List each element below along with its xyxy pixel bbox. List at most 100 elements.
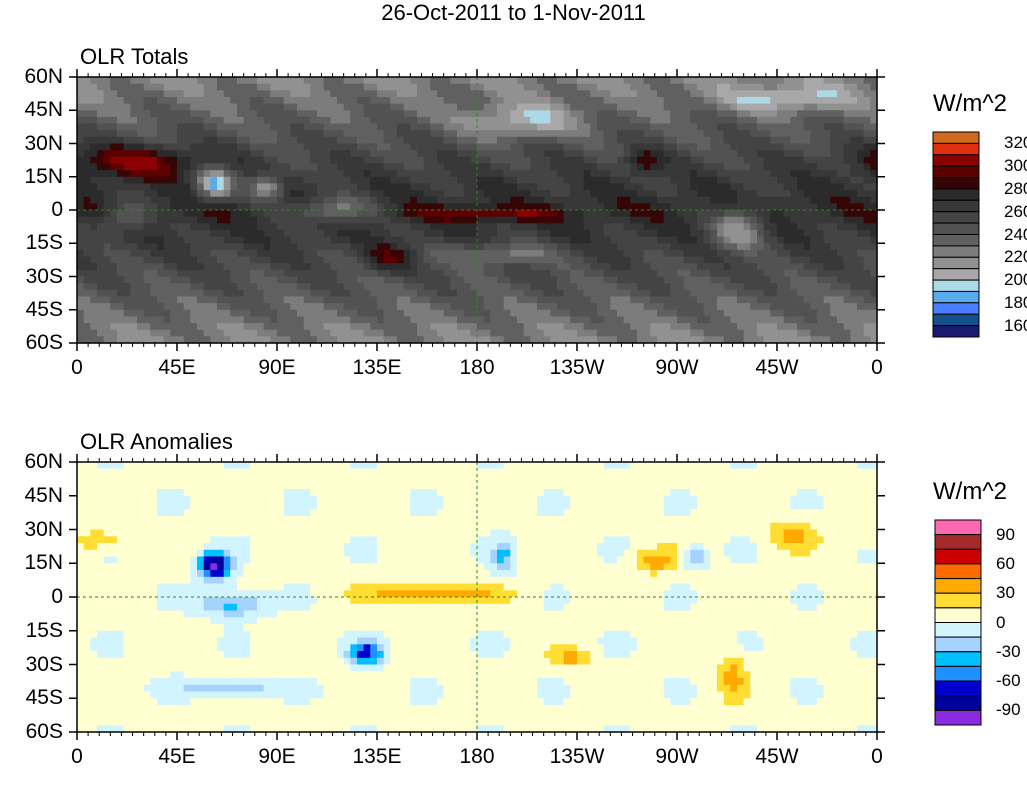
- field-cell: [717, 163, 725, 171]
- field-cell: [657, 269, 665, 278]
- field-cell: [423, 236, 431, 244]
- field-cell: [217, 170, 225, 178]
- field-cell: [177, 263, 185, 271]
- field-cell: [503, 103, 511, 111]
- field-cell: [777, 283, 785, 291]
- field-cell: [457, 296, 465, 304]
- field-cell: [357, 303, 365, 311]
- field-cell: [230, 329, 238, 337]
- field-cell: [737, 256, 745, 264]
- field-cell: [450, 329, 458, 337]
- field-cell: [203, 249, 211, 258]
- field-cell: [837, 156, 845, 165]
- field-cell: [537, 323, 545, 331]
- field-cell: [410, 276, 418, 284]
- field-cell: [650, 136, 658, 145]
- field-cell: [550, 276, 558, 284]
- field-cell: [503, 110, 511, 118]
- field-cell: [557, 323, 565, 331]
- field-cell: [490, 97, 498, 105]
- field-cell: [417, 170, 425, 178]
- field-cell: [303, 210, 311, 218]
- field-cell: [583, 296, 591, 304]
- field-cell: [590, 163, 598, 171]
- field-cell: [850, 156, 858, 165]
- field-cell: [257, 196, 265, 204]
- field-cell: [457, 203, 465, 211]
- field-cell: [77, 97, 85, 105]
- field-cell: [157, 210, 165, 218]
- field-cell: [290, 156, 298, 165]
- field-cell: [603, 136, 611, 145]
- field-cell: [383, 136, 391, 145]
- field-cell: [583, 130, 591, 138]
- field-cell: [390, 289, 398, 298]
- field-cell: [210, 309, 218, 318]
- field-cell: [870, 163, 878, 171]
- field-cell: [570, 303, 578, 311]
- field-cell: [317, 223, 325, 231]
- field-cell: [170, 269, 178, 278]
- field-cell: [390, 90, 398, 98]
- field-cell: [430, 170, 438, 178]
- field-cell: [797, 190, 805, 198]
- field-cell: [243, 269, 251, 278]
- field-cell: [83, 269, 91, 278]
- field-cell: [230, 316, 238, 324]
- field-cell: [343, 190, 351, 198]
- field-cell: [770, 203, 778, 211]
- field-cell: [470, 329, 478, 337]
- field-cell: [577, 156, 585, 165]
- field-cell: [237, 176, 245, 185]
- field-cell: [823, 90, 831, 98]
- field-cell: [543, 289, 551, 298]
- field-cell: [810, 103, 818, 111]
- field-cell: [463, 110, 471, 118]
- field-cell: [777, 276, 785, 284]
- field-cell: [410, 143, 418, 151]
- field-cell: [330, 256, 338, 264]
- field-cell: [537, 190, 545, 198]
- field-cell: [750, 123, 758, 131]
- field-cell: [603, 190, 611, 198]
- field-cell: [343, 249, 351, 258]
- field-cell: [650, 210, 658, 218]
- field-cell: [570, 316, 578, 324]
- field-cell: [370, 216, 378, 224]
- field-cell: [130, 223, 138, 231]
- field-cell: [690, 243, 698, 251]
- field-cell: [403, 289, 411, 298]
- field-cell: [723, 123, 731, 131]
- field-cell: [470, 196, 478, 204]
- field-cell: [283, 216, 291, 224]
- field-cell: [317, 210, 325, 218]
- field-cell: [530, 97, 538, 105]
- field-cell: [190, 296, 198, 304]
- field-cell: [237, 143, 245, 151]
- field-cell: [483, 116, 491, 125]
- field-cell: [790, 203, 798, 211]
- field-cell: [363, 143, 371, 151]
- field-cell: [537, 203, 545, 211]
- field-cell: [163, 316, 171, 324]
- field-cell: [650, 97, 658, 105]
- field-cell: [110, 323, 118, 331]
- field-cell: [590, 283, 598, 291]
- field-cell: [870, 256, 878, 264]
- field-cell: [130, 163, 138, 171]
- field-cell: [230, 176, 238, 185]
- field-cell: [377, 263, 385, 271]
- field-cell: [570, 243, 578, 251]
- field-cell: [110, 303, 118, 311]
- field-cell: [77, 203, 85, 211]
- field-cell: [530, 296, 538, 304]
- field-cell: [583, 289, 591, 298]
- field-cell: [483, 283, 491, 291]
- field-cell: [723, 170, 731, 178]
- field-cell: [123, 269, 131, 278]
- field-cell: [143, 77, 151, 85]
- field-cell: [763, 90, 771, 98]
- field-cell: [157, 216, 165, 224]
- field-cell: [837, 83, 845, 91]
- field-cell: [603, 143, 611, 151]
